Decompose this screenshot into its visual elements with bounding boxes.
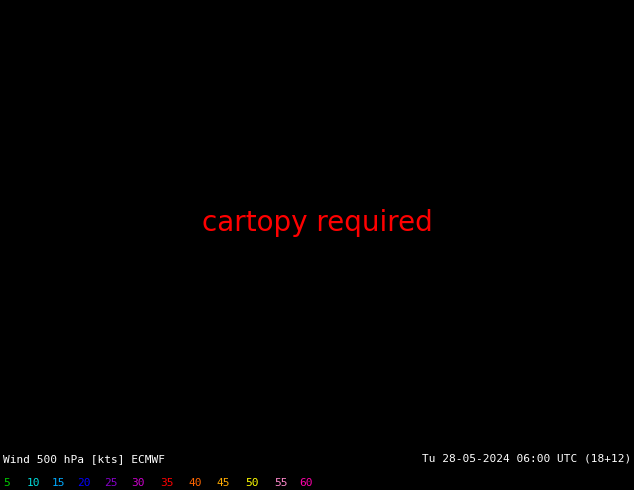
Text: 55: 55 — [274, 478, 287, 488]
Text: 60: 60 — [299, 478, 313, 488]
Text: 15: 15 — [52, 478, 65, 488]
Text: 5: 5 — [3, 478, 10, 488]
Text: Tu 28-05-2024 06:00 UTC (18+12): Tu 28-05-2024 06:00 UTC (18+12) — [422, 454, 631, 464]
Text: 10: 10 — [27, 478, 40, 488]
Text: 30: 30 — [131, 478, 145, 488]
Text: 25: 25 — [105, 478, 118, 488]
Text: 45: 45 — [217, 478, 230, 488]
Text: 35: 35 — [160, 478, 173, 488]
Text: Wind 500 hPa [kts] ECMWF: Wind 500 hPa [kts] ECMWF — [3, 454, 165, 464]
Text: 40: 40 — [188, 478, 202, 488]
Text: 50: 50 — [245, 478, 259, 488]
Text: 20: 20 — [77, 478, 91, 488]
Text: cartopy required: cartopy required — [202, 209, 432, 237]
